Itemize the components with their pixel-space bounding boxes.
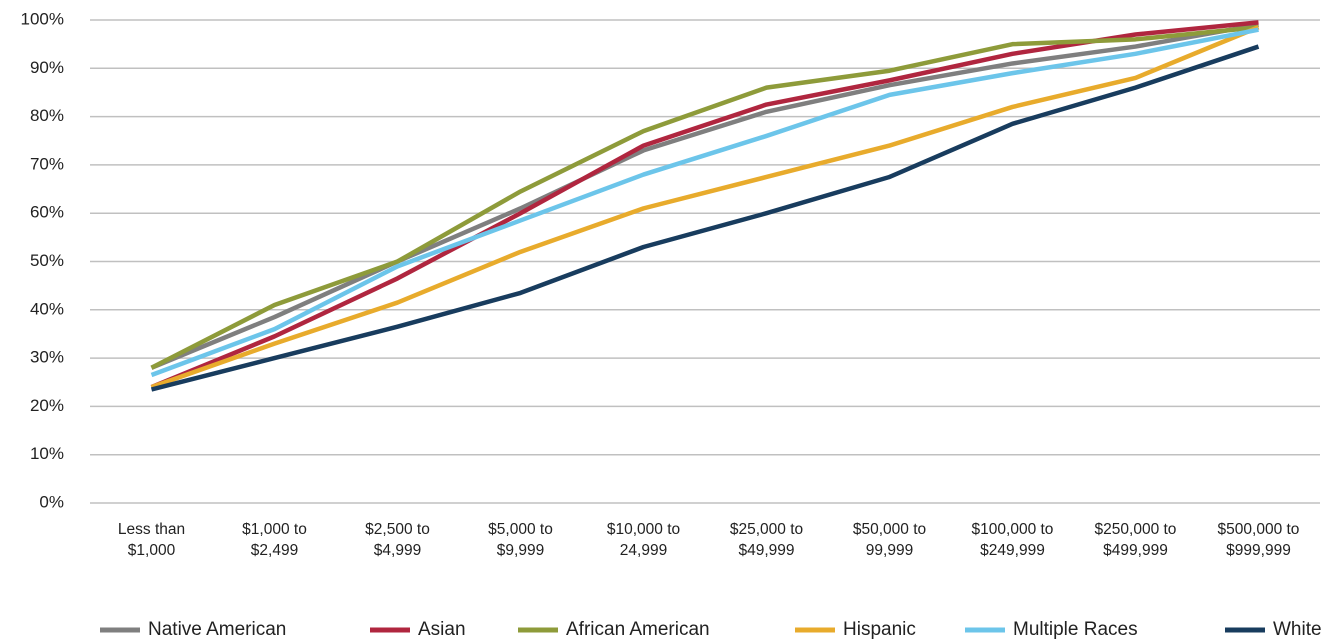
x-tick-label: $1,000 to $2,499 — [242, 521, 307, 559]
y-tick-label: 20% — [30, 396, 64, 415]
legend-label: Hispanic — [843, 619, 916, 640]
legend-label: Asian — [418, 619, 466, 640]
series-line — [150, 20, 1259, 390]
y-tick-label: 40% — [30, 299, 64, 318]
y-tick-label: 0% — [39, 492, 64, 511]
x-tick-label: $5,000 to $9,999 — [488, 521, 553, 559]
series-line — [150, 25, 1260, 390]
x-tick-label: $500,000 to $999,999 — [1217, 521, 1300, 559]
y-tick-label: 100% — [21, 9, 64, 28]
y-tick-label: 60% — [30, 203, 64, 222]
y-tick-label: 90% — [30, 58, 64, 77]
y-tick-label: 80% — [30, 106, 64, 125]
y-tick-label: 10% — [30, 444, 64, 463]
series-line — [150, 25, 1259, 370]
series-line — [150, 27, 1259, 378]
x-tick-label: $10,000 to 24,999 — [606, 521, 681, 559]
series-line — [150, 22, 1259, 370]
y-tick-label: 70% — [30, 154, 64, 173]
x-tick-label: Less than $1,000 — [117, 521, 186, 559]
series-line — [150, 44, 1260, 392]
x-tick-label: $100,000 to $249,999 — [971, 521, 1054, 559]
x-tick-label: $50,000 to 99,999 — [852, 521, 927, 559]
y-tick-label: 50% — [30, 251, 64, 270]
x-tick-label: $250,000 to $499,999 — [1094, 521, 1177, 559]
y-tick-label: 30% — [30, 348, 64, 367]
legend-label: Native American — [148, 619, 286, 640]
x-tick-label: $2,500 to $4,999 — [365, 521, 430, 559]
legend-label: Multiple Races — [1013, 619, 1138, 640]
x-tick-label: $25,000 to $49,999 — [729, 521, 804, 559]
legend-label: African American — [566, 619, 710, 640]
legend-label: White — [1273, 619, 1322, 640]
